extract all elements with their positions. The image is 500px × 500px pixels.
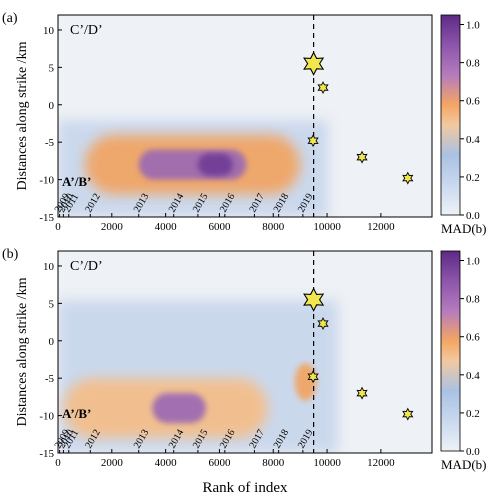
y-tick-label-a-5: -15	[39, 212, 54, 224]
region-label-lower-b: A’/B’	[62, 406, 91, 421]
x-tick-label-a-6: 12000	[367, 221, 395, 233]
x-tick-label-b-5: 10000	[313, 457, 341, 469]
event-star-b-0	[303, 287, 325, 312]
events-a	[303, 51, 414, 185]
cb-tick-label-a-4: 0.8	[466, 58, 480, 70]
y-tick-label-b-0: 10	[43, 261, 55, 273]
x-tick-label-a-4: 8000	[262, 221, 285, 233]
plot-frame-b	[57, 250, 433, 454]
cb-tick-label-b-5: 1.0	[466, 256, 480, 268]
colorbar-b: 0.0 0.2 0.4 0.6 0.8 1.0 MAD(b)	[440, 250, 487, 472]
y-tick-label-a-2: 0	[49, 100, 55, 112]
cb-tick-label-b-4: 0.8	[466, 294, 480, 306]
x-tick-label-b-6: 12000	[367, 457, 395, 469]
panel-label-b: (b)	[2, 247, 19, 262]
panel-b: 0 2000 4000 6000 8000 10000 12000 10 5 0 -5 -10 -15…	[2, 247, 487, 472]
x-tick-label-a-2: 4000	[155, 221, 178, 233]
region-label-upper-b: C’/D’	[70, 259, 103, 274]
event-star-b-2	[307, 370, 319, 384]
x-tick-label-a-0: 0	[55, 221, 61, 233]
cb-tick-label-b-0: 0.0	[466, 446, 480, 458]
y-tick-label-b-4: -10	[39, 411, 54, 423]
x-tick-label-b-2: 4000	[155, 457, 178, 469]
y-tick-label-b-5: -15	[39, 448, 54, 460]
event-star-b-3	[356, 386, 368, 400]
x-ticks-b: 0 2000 4000 6000 8000 10000 12000	[55, 449, 395, 469]
cb-tick-label-a-5: 1.0	[466, 20, 480, 32]
event-star-a-2	[307, 134, 319, 148]
region-label-lower-a: A’/B’	[62, 174, 91, 189]
region-label-upper-a: C’/D’	[70, 23, 103, 38]
x-tick-label-b-3: 6000	[208, 457, 231, 469]
event-star-a-0	[303, 51, 325, 76]
event-star-a-1	[317, 81, 329, 95]
cb-tick-label-a-2: 0.4	[466, 134, 480, 146]
event-star-a-3	[356, 150, 368, 164]
y-tick-label-a-3: -5	[45, 137, 55, 149]
event-star-b-1	[317, 317, 329, 331]
x-tick-label-a-1: 2000	[101, 221, 124, 233]
y-tick-label-b-2: 0	[49, 336, 55, 348]
y-tick-label-a-4: -10	[39, 175, 54, 187]
events-b	[303, 287, 414, 421]
heatmap-a	[58, 120, 328, 217]
cb-tick-label-a-0: 0.0	[466, 210, 480, 222]
anomaly-b-2	[294, 363, 317, 401]
cb-tick-label-b-1: 0.2	[466, 408, 480, 420]
x-tick-label-a-5: 10000	[313, 221, 341, 233]
y-tick-label-b-1: 5	[49, 298, 55, 310]
y-tick-label-b-3: -5	[45, 373, 55, 385]
plot-frame-a	[57, 14, 433, 218]
x-ticks-a: 0 2000 4000 6000 8000 10000 12000	[55, 213, 395, 233]
anomaly-b-1	[152, 393, 206, 424]
cb-tick-label-b-3: 0.6	[466, 332, 480, 344]
x-tick-label-a-3: 6000	[208, 221, 231, 233]
x-tick-label-b-1: 2000	[101, 457, 124, 469]
y-axis-title-a: Distances along strike /km	[15, 41, 30, 190]
cb-tick-label-a-1: 0.2	[466, 172, 480, 184]
y-tick-label-a-0: 10	[43, 25, 55, 37]
event-star-b-4	[402, 407, 414, 421]
colorbar-label-b: MAD(b)	[441, 457, 487, 472]
x-tick-label-b-4: 8000	[262, 457, 285, 469]
colorbar-label-a: MAD(b)	[441, 221, 487, 236]
anomaly-a-2	[197, 153, 233, 176]
event-star-a-4	[402, 171, 414, 185]
y-ticks-a: 10 5 0 -5 -10 -15	[39, 25, 62, 224]
heatmap-b	[58, 300, 338, 453]
colorbar-a: 0.0 0.2 0.4 0.6 0.8 1.0 MAD(b)	[440, 14, 487, 236]
panel-label-a: (a)	[2, 11, 18, 26]
y-axis-title-b: Distances along strike /km	[15, 277, 30, 426]
panel-a: 0 2000 4000 6000 8000 10000 12000 10 5 0 -5 -10 -15…	[2, 11, 487, 236]
x-tick-label-b-0: 0	[55, 457, 61, 469]
x-axis-title: Rank of index	[203, 480, 288, 496]
cb-tick-label-a-3: 0.6	[466, 96, 480, 108]
y-tick-label-a-1: 5	[49, 62, 55, 74]
cb-tick-label-b-2: 0.4	[466, 370, 480, 382]
